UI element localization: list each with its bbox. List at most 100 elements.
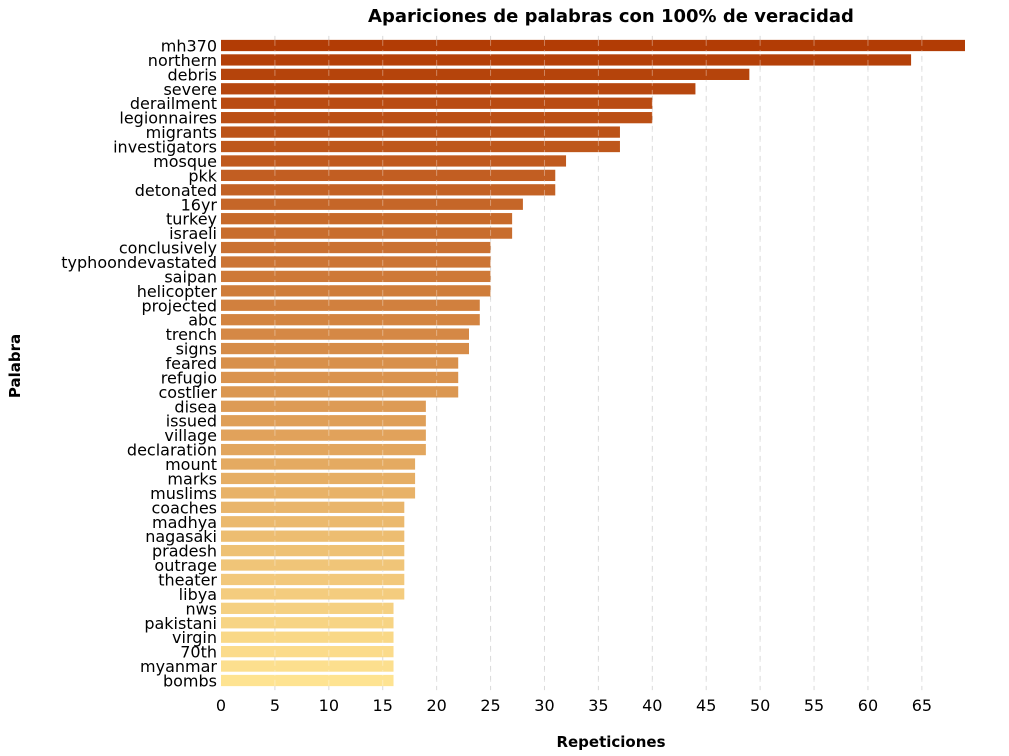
bar-disea [221,400,426,412]
bar-costlier [221,386,459,398]
bar-coaches [221,501,405,513]
bar-pkk [221,169,556,182]
x-tick-label: 25 [480,696,500,715]
x-tick-label: 40 [642,696,662,715]
category-label: myanmar [140,657,217,676]
bar-abc [221,314,480,326]
x-axis-ticks: 0 5 10 15 20 25 30 35 40 45 50 55 60 65 [216,696,932,715]
bar-mh370 [221,39,965,52]
bar-70th [221,646,394,658]
category-label: turkey [166,210,217,229]
bar-signs [221,342,469,355]
category-label: pakistani [144,614,217,633]
bar-nagasaki [221,530,405,542]
category-label: pkk [188,166,217,185]
category-label: 16yr [181,195,218,214]
bar-marks [221,472,416,485]
bar-muslims [221,487,416,499]
x-tick-label: 5 [270,696,280,715]
x-tick-label: 50 [750,696,770,715]
x-tick-label: 0 [216,696,226,715]
bar-libya [221,588,405,600]
category-label: saipan [164,267,217,286]
bar-bombs [221,674,394,687]
bar-severe [221,83,696,95]
category-label: coaches [151,498,217,517]
category-label: muslims [150,484,217,503]
x-tick-label: 30 [534,696,554,715]
category-labels: mh370northerndebrisseverederailmentlegio… [61,37,217,691]
bar-nws [221,602,394,614]
category-label: feared [165,354,217,373]
bar-derailment [221,97,653,109]
category-label: detonated [135,181,217,200]
bar-detonated [221,184,556,196]
category-label: costlier [158,383,217,402]
x-tick-label: 10 [319,696,339,715]
y-axis-label: Palabra [6,334,24,398]
category-label: trench [166,325,217,344]
bar-outrage [221,559,405,571]
category-label: debris [167,65,217,84]
category-label: libya [179,585,217,604]
category-label: investigators [113,138,217,157]
category-label: refugio [161,368,217,387]
category-label: severe [163,80,217,99]
x-tick-label: 65 [912,696,932,715]
x-axis-label: Repeticiones [556,733,665,751]
category-label: israeli [169,224,217,243]
bar-projected [221,299,480,311]
chart-title: Apariciones de palabras con 100% de vera… [368,6,854,27]
category-label: village [164,426,217,445]
bar-declaration [221,443,426,456]
bar-madhya [221,516,405,528]
category-label: helicopter [137,282,218,301]
x-tick-label: 60 [858,696,878,715]
bar-northern [221,54,912,66]
bar-turkey [221,213,513,225]
category-label: pradesh [152,542,217,561]
category-label: derailment [130,94,217,113]
bar-feared [221,357,459,369]
bar-mount [221,458,416,470]
category-label: disea [174,397,217,416]
bar-migrants [221,126,620,138]
category-label: abc [188,311,217,330]
x-tick-label: 20 [426,696,446,715]
category-label: migrants [146,123,217,142]
bar-refugio [221,371,459,384]
category-label: legionnaires [119,109,217,128]
bar-legionnaires [221,112,653,124]
category-label: madhya [152,513,217,532]
category-label: projected [141,296,217,315]
bar-israeli [221,227,513,239]
bar-helicopter [221,285,491,297]
category-label: 70th [180,643,217,662]
x-tick-label: 15 [373,696,393,715]
category-label: outrage [154,556,217,575]
category-label: typhoondevastated [61,253,217,272]
bar-virgin [221,631,394,643]
category-label: issued [166,412,217,431]
category-label: northern [148,51,217,70]
bar-mosque [221,155,567,167]
bar-myanmar [221,660,394,672]
bar-16yr [221,198,523,210]
bars-group [221,39,965,687]
category-label: signs [176,340,217,359]
category-label: theater [158,570,217,589]
bar-trench [221,328,469,340]
bar-pakistani [221,617,394,629]
bar-debris [221,68,750,80]
category-label: mh370 [161,37,217,56]
bar-typhoondevastated [221,256,491,268]
x-tick-label: 55 [804,696,824,715]
bar-issued [221,415,426,427]
bar-theater [221,573,405,586]
category-label: nagasaki [145,527,217,546]
category-label: declaration [127,441,217,460]
bar-saipan [221,270,491,283]
bar-conclusively [221,241,491,254]
category-label: mount [165,455,217,474]
